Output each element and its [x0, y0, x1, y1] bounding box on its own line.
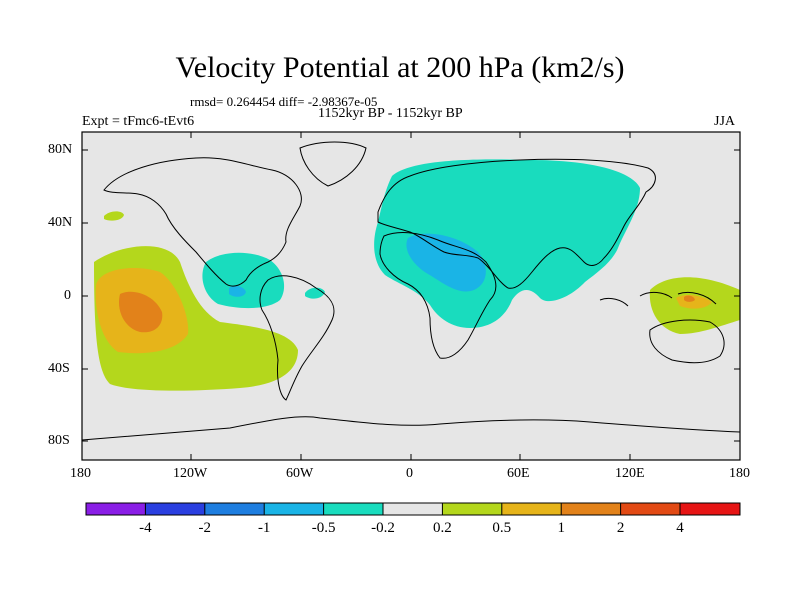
colorbar-label: -1 [257, 520, 271, 536]
colorbar-label: 1 [557, 520, 565, 536]
coast-antarctica [81, 416, 741, 441]
colorbar-label: 2 [616, 520, 625, 536]
colorbar-box-10 [620, 503, 680, 515]
field-pos-small-patch [104, 211, 124, 221]
colorbar-box-11 [680, 503, 740, 515]
colorbar-label: -4 [139, 520, 152, 536]
colorbar-box-2 [145, 503, 205, 515]
colorbar-box-8 [501, 503, 562, 515]
lon-ticks [190, 132, 631, 460]
field-neg-central-america [202, 252, 285, 309]
coast-australia [649, 319, 725, 364]
colorbar-label: -2 [198, 520, 212, 536]
coast-north-america [103, 157, 302, 287]
period-label: 1152kyr BP - 1152kyr BP [318, 106, 463, 121]
colorbar-box-5 [323, 503, 383, 515]
lat-ticks [82, 149, 740, 442]
stats-label: rmsd= 0.264454 diff= -2.98367e-05 [190, 94, 378, 109]
coast-greenland [299, 141, 367, 187]
field-neg-eurasia-africa [374, 159, 640, 328]
colorbar-box-4 [264, 503, 324, 515]
coast-eurasia [377, 158, 656, 289]
colorbar-box-1 [86, 503, 146, 515]
colorbar-label: 0.5 [492, 520, 512, 536]
lat-label-40n: 40N [48, 215, 73, 230]
colorbar-label: -0.5 [311, 520, 336, 536]
field-pos-east-pacific-core [118, 291, 163, 333]
field-pos-west-pacific-peak [684, 295, 695, 302]
lon-label-120e: 120E [615, 466, 645, 481]
colorbar-label: -0.2 [371, 520, 395, 536]
map-title: Velocity Potential at 200 hPa (km2/s) [175, 51, 625, 84]
lon-label-180w: 180 [70, 466, 91, 481]
lon-label-60e: 60E [507, 466, 530, 481]
field-neg-africa-core [406, 233, 486, 292]
colorbar-box-9 [561, 503, 621, 515]
lon-label-60w: 60W [286, 466, 314, 481]
colorbar-label: 4 [676, 520, 684, 536]
field-neg-central-america-core [229, 285, 246, 297]
season-label: JJA [714, 114, 736, 129]
coast-africa [379, 232, 497, 359]
colorbar-label: 0.2 [433, 520, 452, 536]
lat-label-80n: 80N [48, 142, 73, 157]
colorbar-box-3 [204, 503, 265, 515]
colorbar-box-6 [383, 503, 443, 515]
lat-label-0: 0 [64, 288, 71, 303]
coast-south-america [259, 275, 335, 401]
lon-label-120w: 120W [173, 466, 208, 481]
coastlines [81, 141, 741, 441]
lon-label-180e: 180 [729, 466, 750, 481]
colorbar-box-7 [442, 503, 502, 515]
lon-label-0: 0 [406, 466, 413, 481]
lat-label-80s: 80S [48, 433, 70, 448]
lat-label-40s: 40S [48, 361, 70, 376]
coast-maritime-continent [599, 291, 717, 307]
experiment-label: Expt = tFmc6-tEvt6 [82, 114, 195, 129]
colorbar [85, 502, 741, 516]
